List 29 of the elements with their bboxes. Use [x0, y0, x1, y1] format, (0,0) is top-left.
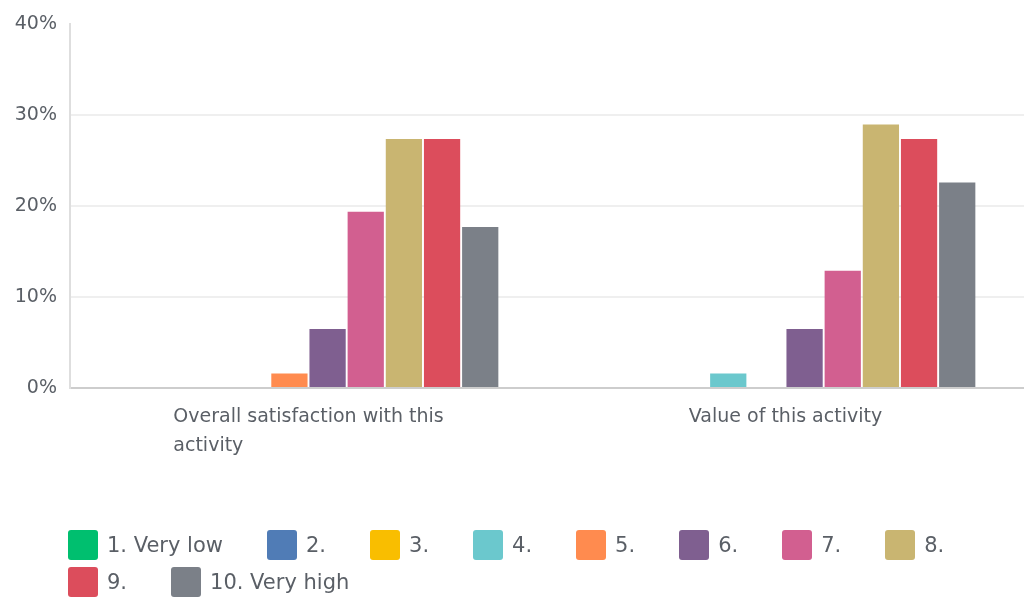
bar [347, 211, 384, 387]
bar [939, 182, 976, 387]
y-tick-label: 0% [26, 374, 57, 397]
legend-label: 3. [409, 533, 430, 557]
bar [385, 138, 423, 387]
legend-label: 1. Very low [107, 533, 223, 557]
y-tick-label: 20% [14, 193, 57, 216]
bar [309, 328, 346, 387]
bar [462, 227, 499, 387]
legend-label: 4. [512, 533, 533, 557]
y-tick-label: 40% [14, 11, 57, 34]
bar [710, 373, 747, 387]
x-tick-label: Value of this activity [688, 404, 883, 427]
bar [423, 138, 461, 387]
bar [824, 270, 861, 387]
legend-label: 8. [924, 533, 945, 557]
bar [900, 138, 938, 387]
legend-label: 2. [305, 533, 327, 557]
legend-label: 9. [107, 570, 128, 594]
legend-label: 10. Very high [210, 570, 350, 594]
bar [271, 373, 308, 387]
y-tick-label: 10% [14, 284, 57, 307]
x-tick-label: Overall satisfaction with this activity [173, 404, 444, 456]
legend-label: 7. [821, 533, 842, 557]
y-tick-label: 30% [14, 102, 57, 125]
bar [786, 328, 823, 387]
legend-label: 5. [615, 533, 636, 557]
legend-label: 6. [718, 533, 739, 557]
bar [862, 124, 900, 387]
